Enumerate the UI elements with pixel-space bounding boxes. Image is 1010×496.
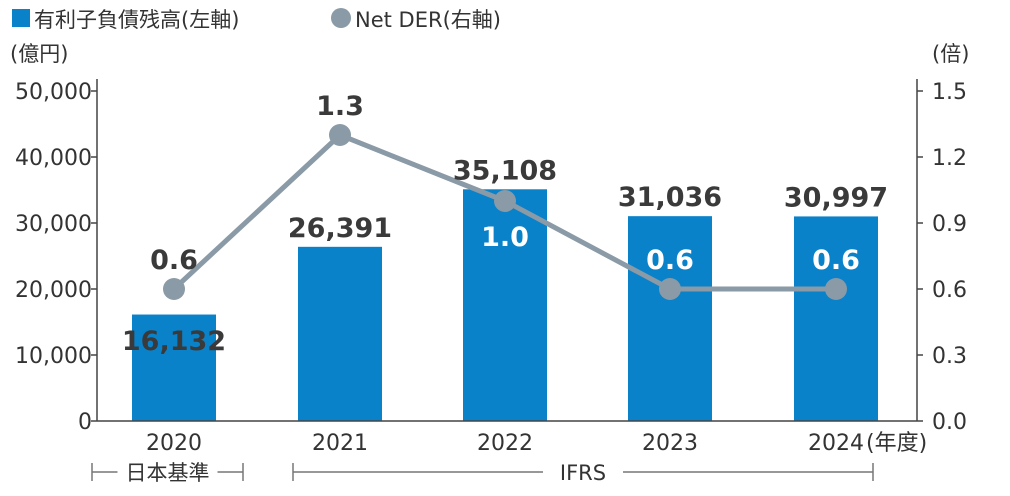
- net-der-series: 16,132 26,391 35,108 31,036 30,997 0.6 1.3 1.0 0…: [122, 91, 888, 357]
- debt-value-label: 26,391: [288, 213, 392, 244]
- category-label: 2022: [477, 431, 533, 456]
- category-label: 2020: [146, 431, 202, 456]
- debt-value-label: 30,997: [784, 182, 888, 213]
- right-tick-label: 1.2: [932, 146, 967, 171]
- left-tick-label: 30,000: [15, 212, 92, 237]
- net-der-point: [494, 190, 516, 212]
- legend-marker-der: [331, 8, 351, 28]
- right-tick-label: 0.3: [932, 344, 967, 369]
- left-tick-label: 10,000: [15, 344, 92, 369]
- group-label: 日本基準: [126, 461, 210, 485]
- left-tick-label: 50,000: [15, 80, 92, 105]
- debt-bar: [132, 314, 216, 421]
- axes: [96, 79, 918, 422]
- net-der-value-label: 0.6: [812, 245, 860, 276]
- legend-swatch-debt: [12, 9, 30, 27]
- net-der-point: [659, 278, 681, 300]
- right-tick-label: 0.6: [932, 278, 967, 303]
- x-axis-suffix: (年度): [866, 431, 927, 456]
- debt-bar: [794, 216, 878, 421]
- debt-bar: [628, 216, 712, 421]
- legend-label-debt: 有利子負債残高(左軸): [34, 8, 239, 32]
- left-axis-unit: (億円): [10, 42, 68, 66]
- right-tick-label: 0.0: [932, 410, 967, 435]
- group-label: IFRS: [560, 461, 606, 485]
- net-der-point: [825, 278, 847, 300]
- right-axis-ticks: 0.0 0.3 0.6 0.9 1.2 1.5: [917, 80, 967, 435]
- net-der-point: [329, 124, 351, 146]
- net-der-value-label: 0.6: [646, 245, 694, 276]
- debt-value-label: 16,132: [122, 326, 226, 357]
- bars: [132, 189, 878, 421]
- net-der-point: [163, 278, 185, 300]
- debt-value-label: 31,036: [618, 182, 722, 213]
- right-axis-unit: (倍): [932, 42, 969, 66]
- category-label: 2024: [808, 431, 864, 456]
- category-label: 2021: [312, 431, 368, 456]
- debt-bar: [463, 189, 547, 421]
- category-labels: 2020 2021 2022 2023 2024: [146, 431, 864, 456]
- left-tick-label: 0: [78, 410, 92, 435]
- net-der-value-label: 1.0: [481, 222, 529, 253]
- accounting-standard-groups: 日本基準 IFRS: [91, 461, 874, 485]
- net-der-value-label: 0.6: [150, 245, 198, 276]
- category-label: 2023: [642, 431, 698, 456]
- left-tick-label: 40,000: [15, 146, 92, 171]
- net-der-value-label: 1.3: [316, 91, 364, 122]
- right-tick-label: 0.9: [932, 212, 967, 237]
- legend-label-der: Net DER(右軸): [355, 8, 501, 32]
- debt-value-label: 35,108: [453, 155, 557, 186]
- left-tick-label: 20,000: [15, 278, 92, 303]
- right-tick-label: 1.5: [932, 80, 967, 105]
- debt-bar: [298, 246, 382, 421]
- legend: 有利子負債残高(左軸) Net DER(右軸): [12, 8, 501, 32]
- left-axis-ticks: 0 10,000 20,000 30,000 40,000 50,000: [15, 80, 97, 435]
